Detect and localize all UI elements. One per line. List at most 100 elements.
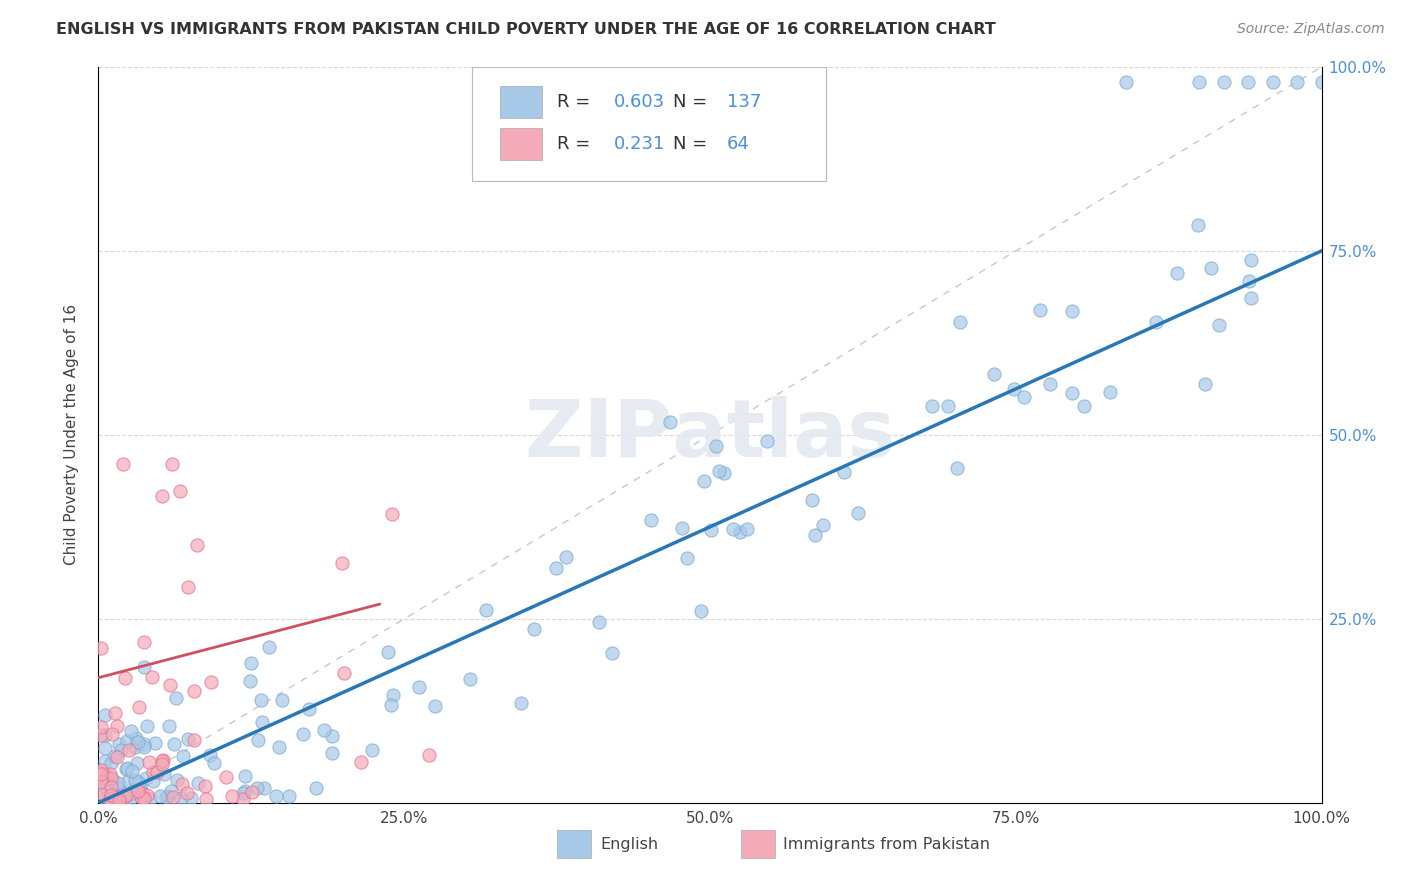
Point	[166, 772, 188, 787]
Point	[1240, 253, 1263, 268]
Point	[723, 163, 745, 178]
Point	[713, 466, 735, 480]
Point	[114, 792, 136, 806]
Point	[110, 788, 132, 802]
Point	[270, 693, 292, 707]
Point	[238, 673, 260, 688]
Point	[408, 680, 430, 694]
Point	[1012, 390, 1035, 404]
Point	[194, 779, 217, 793]
Point	[117, 773, 139, 788]
Point	[138, 755, 160, 769]
Point	[132, 737, 155, 751]
Text: R =: R =	[557, 136, 596, 153]
Point	[242, 785, 264, 799]
Point	[153, 767, 176, 781]
Point	[1261, 74, 1284, 88]
Text: Source: ZipAtlas.com: Source: ZipAtlas.com	[1237, 22, 1385, 37]
Point	[257, 640, 280, 654]
Point	[1098, 384, 1121, 399]
Point	[756, 434, 779, 449]
Point	[250, 715, 273, 730]
Point	[1212, 74, 1234, 88]
Point	[134, 790, 156, 805]
Text: English: English	[600, 837, 658, 852]
Point	[98, 766, 121, 780]
Point	[250, 692, 273, 706]
Point	[202, 756, 225, 770]
Text: 0.231: 0.231	[613, 136, 665, 153]
Point	[160, 457, 183, 471]
Point	[936, 400, 959, 414]
Point	[382, 688, 405, 702]
Point	[124, 740, 146, 755]
Point	[90, 728, 112, 742]
Text: 137: 137	[727, 94, 762, 112]
Point	[118, 743, 141, 757]
Point	[198, 747, 221, 762]
Point	[945, 461, 967, 475]
Point	[125, 731, 148, 745]
Point	[121, 787, 143, 801]
Point	[150, 754, 173, 768]
Point	[127, 784, 149, 798]
Text: ZIP​atlas: ZIP​atlas	[524, 396, 896, 474]
Point	[90, 786, 112, 800]
Point	[150, 757, 173, 772]
Point	[728, 525, 751, 540]
Text: R =: R =	[557, 94, 596, 112]
Point	[523, 623, 546, 637]
Point	[96, 772, 118, 786]
Point	[90, 720, 112, 734]
Point	[418, 747, 440, 762]
Point	[136, 788, 159, 802]
Point	[104, 706, 127, 720]
Point	[100, 792, 122, 806]
Point	[90, 763, 112, 777]
Point	[176, 786, 198, 800]
Point	[107, 776, 129, 790]
Point	[169, 484, 191, 499]
Point	[104, 749, 127, 764]
Point	[187, 776, 209, 790]
Point	[128, 700, 150, 714]
Point	[246, 781, 269, 796]
Text: 0.603: 0.603	[613, 94, 665, 112]
Point	[120, 790, 142, 805]
Point	[115, 734, 138, 748]
Point	[1237, 74, 1260, 88]
Point	[704, 439, 727, 453]
Point	[125, 756, 148, 771]
Point	[1240, 291, 1263, 305]
Point	[832, 465, 855, 479]
Point	[157, 719, 180, 733]
Point	[170, 790, 193, 805]
FancyBboxPatch shape	[741, 830, 775, 858]
Point	[1002, 382, 1025, 396]
Point	[1286, 74, 1309, 88]
Point	[246, 733, 269, 747]
Point	[1115, 74, 1137, 88]
Y-axis label: Child Poverty Under the Age of 16: Child Poverty Under the Age of 16	[65, 304, 79, 566]
Point	[149, 789, 172, 803]
Point	[156, 789, 179, 804]
Point	[544, 561, 567, 575]
Point	[142, 774, 165, 789]
Point	[689, 604, 711, 618]
Point	[93, 728, 115, 742]
Point	[330, 557, 353, 571]
Point	[983, 367, 1005, 381]
Point	[475, 603, 498, 617]
Point	[292, 727, 315, 741]
Point	[253, 781, 276, 796]
Point	[600, 646, 623, 660]
FancyBboxPatch shape	[557, 830, 592, 858]
Point	[671, 521, 693, 535]
Point	[129, 790, 152, 805]
Point	[93, 792, 115, 806]
Point	[112, 789, 135, 804]
Point	[105, 750, 128, 764]
Point	[146, 765, 169, 780]
Point	[194, 791, 217, 805]
Point	[139, 792, 162, 806]
